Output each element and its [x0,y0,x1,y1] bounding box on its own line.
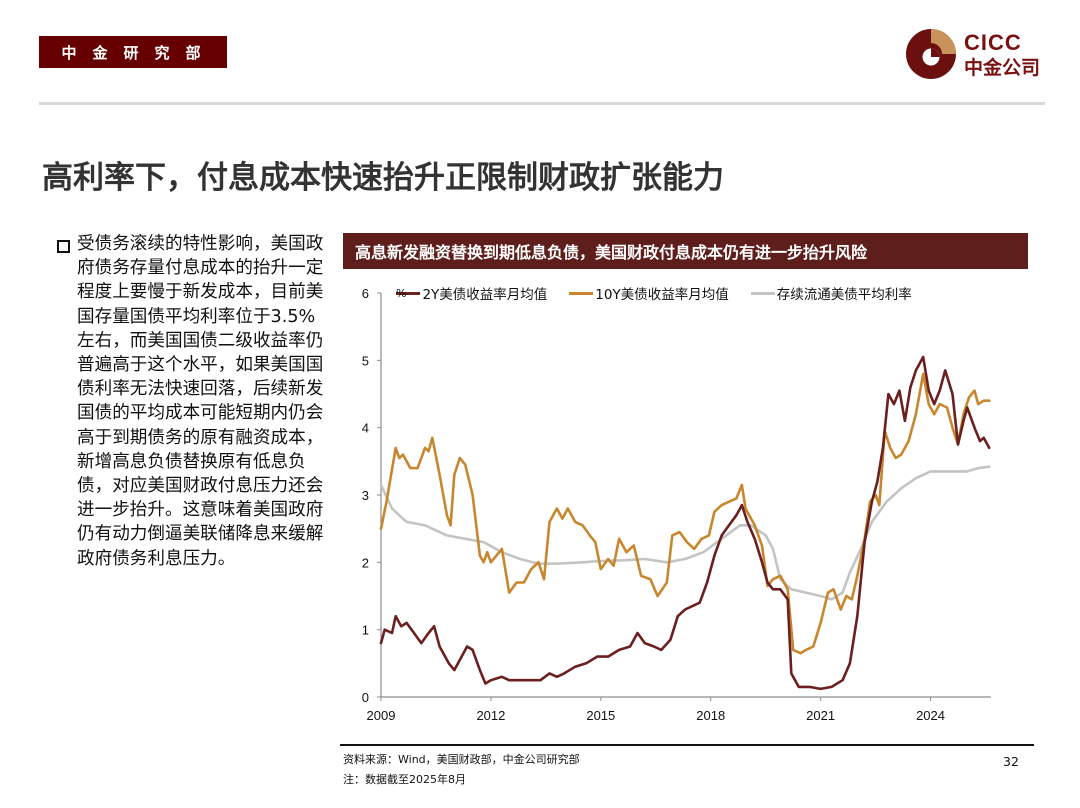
y-tick-label: 5 [362,353,369,368]
x-tick-label: 2012 [476,708,505,723]
footer-divider [340,744,1034,746]
x-tick-label: 2009 [367,708,396,723]
legend-swatch-icon [569,291,594,295]
y-tick-label: 3 [362,488,369,503]
series-line [379,372,991,655]
legend-item: 存续流通美债平均利率 [750,283,912,303]
logo-text-cn: 中金公司 [964,57,1041,79]
y-unit-label: % [396,286,407,300]
legend-swatch-icon [396,291,421,295]
dept-badge: 中金研究部 [39,36,227,68]
series-line [379,465,991,601]
chart-title-banner: 高息新发融资替换到期低息负债，美国财政付息成本仍有进一步抬升风险 [343,233,1028,269]
source-note: 资料来源：Wind，美国财政部，中金公司研究部 [343,753,580,766]
legend-label: 存续流通美债平均利率 [776,287,912,303]
bullet-text: 受债务滚续的特性影响，美国政府债务存量付息成本的抬升一定程度上要慢于新发成本，目… [77,234,324,569]
legend-label: 10Y美债收益率月均值 [595,287,729,303]
data-note: 注：数据截至2025年8月 [343,773,466,786]
page-number: 32 [1003,754,1019,769]
y-tick-label: 0 [362,690,369,705]
y-tick-label: 2 [362,555,369,570]
legend-item: 10Y美债收益率月均值 [569,283,729,303]
logo-text-en: CICC [964,30,1022,55]
cicc-logo-mark-icon [906,29,956,79]
header-divider [39,102,1045,105]
line-chart: 0 1 2 3 4 5 6 2009 2012 2015 2018 2021 2024 % 2Y美债收益率… [340,275,1040,735]
x-tick-label: 2015 [586,708,615,723]
hollow-square-bullet-icon [57,240,70,253]
y-tick-label: 1 [362,623,369,638]
x-tick-label: 2021 [806,708,835,723]
bullet-point: 受债务滚续的特性影响，美国政府债务存量付息成本的抬升一定程度上要慢于新发成本，目… [57,232,332,571]
legend-label: 2Y美债收益率月均值 [422,287,548,303]
cicc-logo: CICC 中金公司 [905,26,1055,82]
y-tick-label: 6 [362,286,369,301]
page-title: 高利率下，付息成本快速抬升正限制财政扩张能力 [42,160,724,196]
x-tick-label: 2018 [696,708,725,723]
x-tick-label: 2024 [916,708,945,723]
chart-plot: 0 1 2 3 4 5 6 2009 2012 2015 2018 2021 2024 [362,286,991,723]
y-tick-label: 4 [362,421,369,436]
series-line [379,355,991,691]
legend-item: 2Y美债收益率月均值 [396,283,547,303]
legend-swatch-icon [750,291,775,295]
chart-legend: % 2Y美债收益率月均值 10Y美债收益率月均值 存续流通美债平均利率 [396,283,934,304]
